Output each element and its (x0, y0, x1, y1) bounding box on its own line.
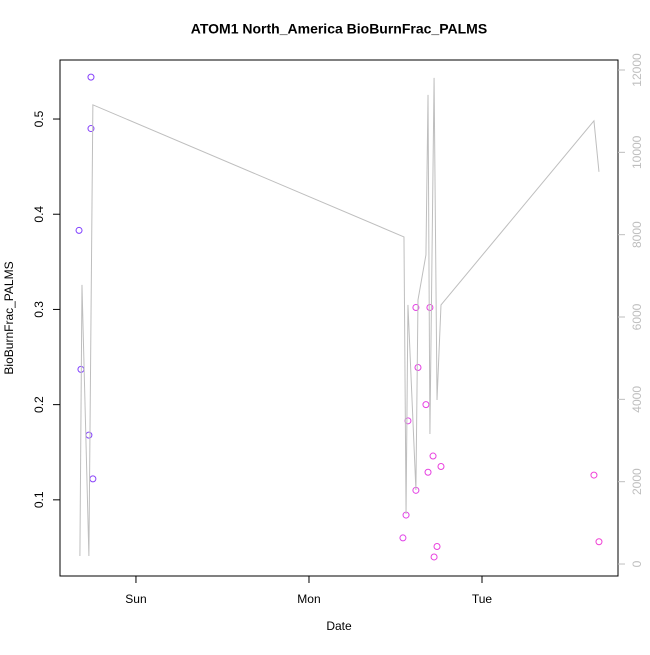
y2-tick-label: 10000 (630, 135, 644, 169)
y-tick-label: 0.1 (32, 491, 46, 508)
point (429, 452, 437, 460)
point (590, 471, 598, 479)
point (433, 542, 441, 550)
y-tick-label: 0.5 (32, 110, 46, 127)
y2-tick-label: 12000 (630, 53, 644, 87)
y-tick-label: 0.2 (32, 396, 46, 413)
point (399, 534, 407, 542)
point (414, 364, 422, 372)
y-tick-label: 0.4 (32, 206, 46, 223)
chart-title: ATOM1 North_America BioBurnFrac_PALMS (191, 21, 487, 37)
point (426, 304, 434, 312)
y2-tick-label: 0 (630, 560, 644, 567)
y-tick-label: 0.3 (32, 301, 46, 318)
point (87, 125, 95, 133)
x-axis-label: Date (326, 619, 352, 633)
y2-tick-label: 4000 (630, 386, 644, 413)
plot-frame (59, 59, 619, 577)
point (75, 226, 83, 234)
point (595, 538, 603, 546)
y-axis-label: BioBurnFrac_PALMS (2, 261, 16, 374)
point (430, 553, 438, 561)
point (437, 463, 445, 471)
y2-tick-label: 2000 (630, 468, 644, 495)
y2-tick-label: 8000 (630, 221, 644, 248)
y2-tick-label: 6000 (630, 303, 644, 330)
point (424, 468, 432, 476)
x-tick-label: Mon (297, 592, 320, 606)
point (412, 304, 420, 312)
x-tick-label: Sun (125, 592, 146, 606)
point (422, 401, 430, 409)
line (79, 77, 600, 557)
x-tick-label: Tue (472, 592, 493, 606)
point (87, 73, 95, 81)
